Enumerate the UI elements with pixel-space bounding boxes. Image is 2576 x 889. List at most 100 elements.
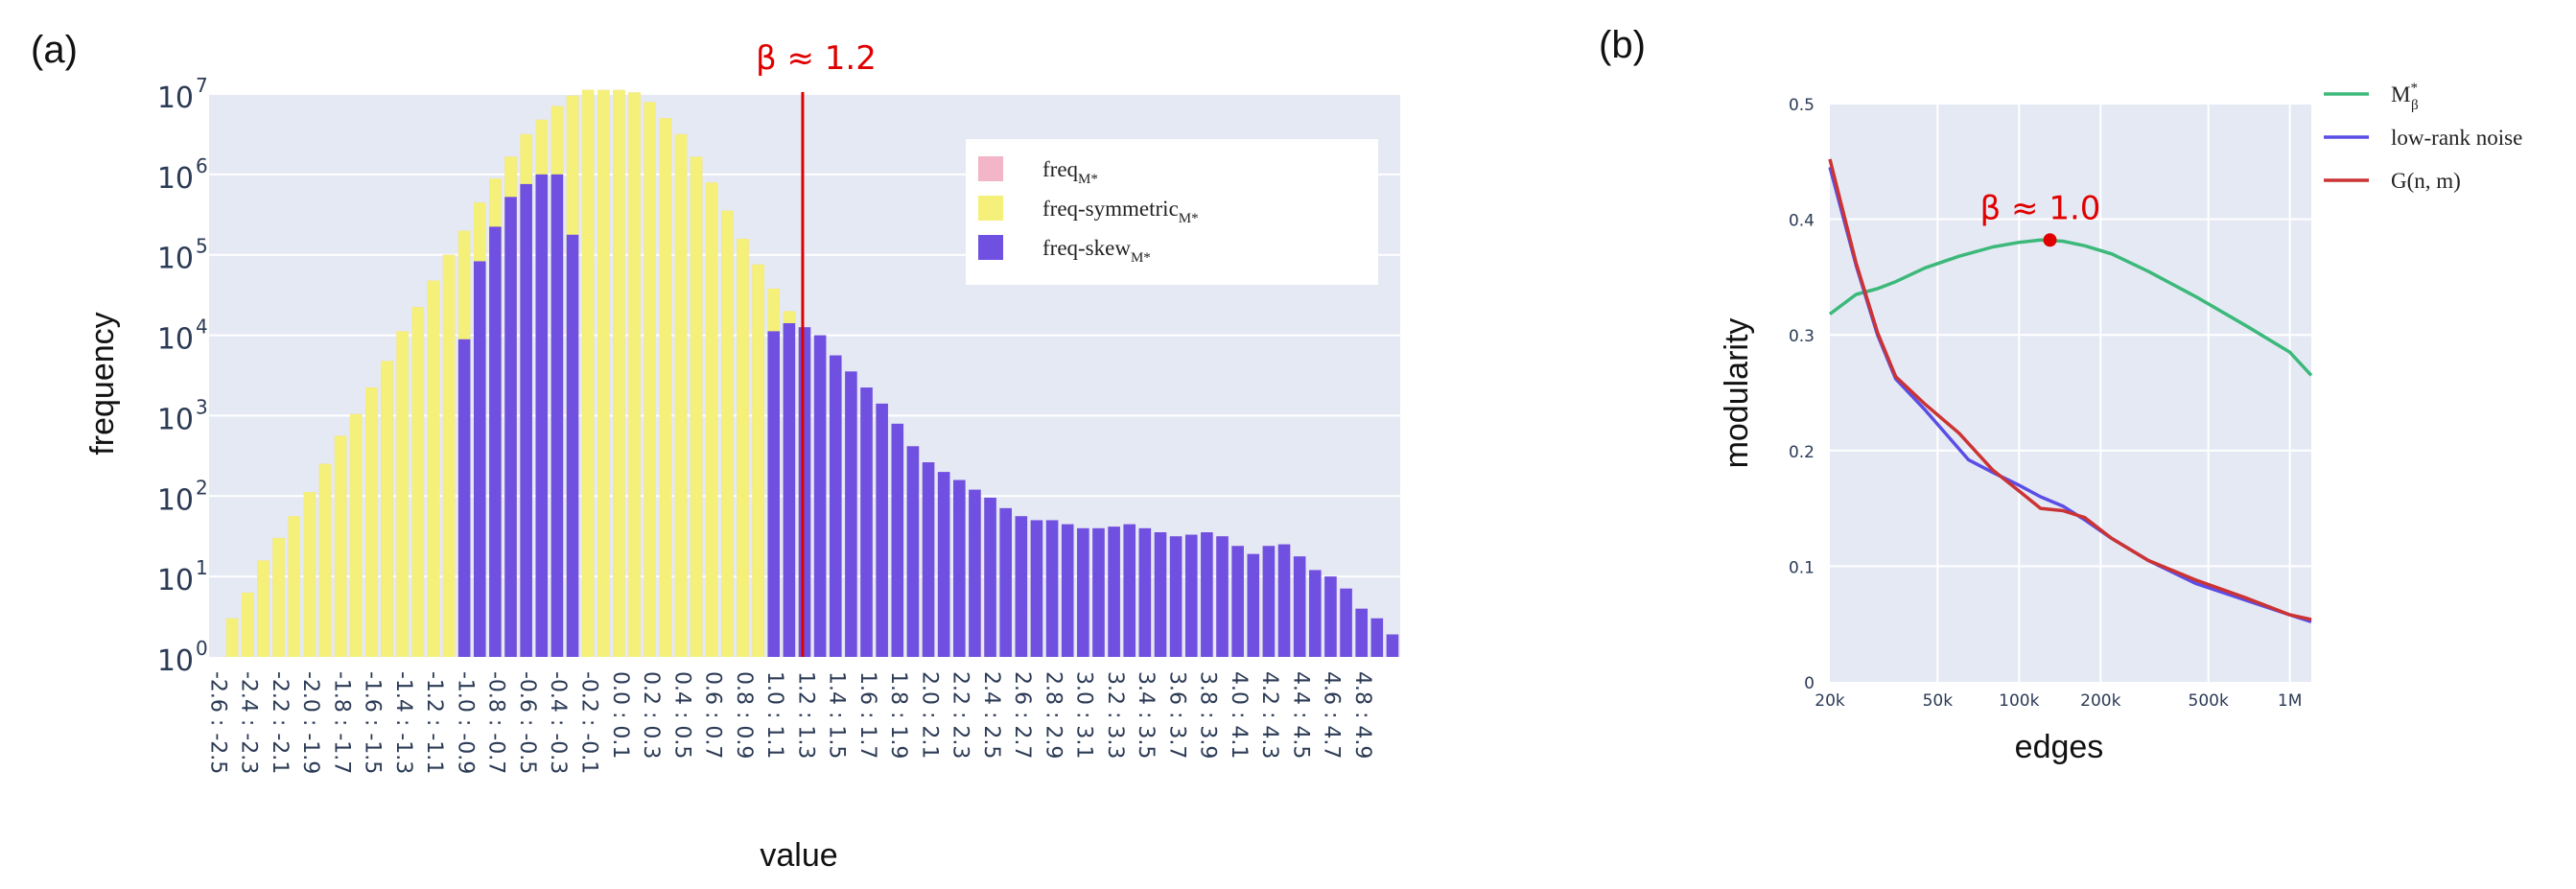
- panel-a-label: (a): [31, 29, 78, 71]
- bar-freq-symmetric-12: [396, 331, 409, 657]
- x-tick-label: 2.4 : 2.5: [979, 671, 1003, 759]
- x-tick-label: 1M: [2278, 691, 2302, 711]
- bar-freq-skew-50: [984, 497, 996, 657]
- x-tick-label: -2.6 : -2.5: [205, 671, 229, 774]
- bar-freq-skew-60: [1138, 527, 1152, 657]
- y-tick-exponent: 7: [196, 74, 208, 97]
- bar-freq-skew-74: [1355, 608, 1368, 657]
- bar-freq-skew-53: [1030, 520, 1043, 657]
- x-tick-label: -2.2 : -2.1: [268, 671, 292, 774]
- x-tick-label: 0.6 : 0.7: [701, 671, 725, 759]
- bar-freq-symmetric-28: [644, 102, 656, 657]
- plot-b-annotation: β ≈ 1.0: [1980, 189, 2100, 247]
- y-tick-label: 0.3: [1789, 327, 1815, 346]
- plot-b-x-ticks: 20k 50k 100k 200k 500k 1M: [1815, 691, 2302, 711]
- bar-freq-skew-19: [504, 197, 517, 657]
- x-tick-label: 1.8 : 1.9: [886, 671, 910, 759]
- x-tick-label: 0.8 : 0.9: [732, 671, 756, 759]
- legend-label-sub: β: [2411, 98, 2419, 113]
- bar-freq-symmetric-5: [288, 516, 301, 657]
- x-tick-label: 3.4 : 3.5: [1134, 671, 1158, 759]
- bar-freq-skew-43: [876, 403, 888, 657]
- plot-b-y-ticks: 0 0.1 0.2 0.3 0.4 0.5: [1789, 96, 1815, 693]
- plot-a-bars: [225, 89, 1399, 658]
- y-tick-exponent: 5: [196, 235, 208, 258]
- x-tick-label: -0.2 : -0.1: [576, 671, 600, 774]
- bar-freq-skew-64: [1201, 532, 1213, 657]
- bar-freq-symmetric-14: [427, 280, 440, 657]
- bar-freq-skew-55: [1061, 524, 1074, 657]
- series-freq-skew: [457, 174, 1399, 658]
- bar-freq-skew-37: [783, 322, 796, 657]
- bar-freq-skew-46: [922, 462, 935, 657]
- x-tick-label: 4.4 : 4.5: [1288, 671, 1312, 759]
- y-tick-label: 10: [157, 82, 194, 115]
- x-tick-label: -2.0 : -1.9: [298, 671, 322, 774]
- bar-freq-skew-23: [566, 234, 579, 657]
- beta-vline-label: β ≈ 1.2: [756, 39, 877, 78]
- legend-label-sub: M*: [1131, 250, 1151, 266]
- y-tick-label: 10: [157, 564, 194, 597]
- x-tick-label: -1.8 : -1.7: [329, 671, 353, 774]
- bar-freq-symmetric-13: [411, 307, 425, 657]
- bar-freq-skew-57: [1092, 527, 1105, 657]
- bar-freq-skew-54: [1045, 520, 1059, 657]
- y-tick-label: 10: [157, 162, 194, 196]
- bar-freq-symmetric-11: [381, 361, 393, 657]
- x-tick-label: 3.8 : 3.9: [1196, 671, 1220, 759]
- bar-freq-skew-70: [1293, 556, 1306, 657]
- x-tick-label: 500k: [2189, 691, 2229, 711]
- x-tick-label: -0.6 : -0.5: [515, 671, 539, 774]
- bar-freq-symmetric-3: [257, 560, 269, 657]
- y-tick-label: 0.4: [1789, 212, 1815, 231]
- line-series-0: [1828, 238, 2313, 377]
- x-tick-label: 0.4 : 0.5: [669, 671, 693, 759]
- bar-freq-skew-44: [891, 423, 904, 657]
- y-tick-exponent: 2: [196, 476, 208, 499]
- bar-freq-symmetric-7: [318, 463, 332, 657]
- bar-freq-skew-39: [813, 335, 827, 657]
- plot-a-ylabel: frequency: [84, 312, 121, 455]
- x-tick-label: -1.4 : -1.3: [391, 671, 415, 774]
- plot-a-xlabel: value: [760, 837, 837, 874]
- x-tick-label: 2.0 : 2.1: [917, 671, 941, 759]
- x-tick-label: -1.0 : -0.9: [453, 671, 477, 774]
- line-series-2: [1828, 158, 2312, 621]
- plot-b-ylabel: modularity: [1719, 318, 1755, 469]
- x-tick-label: 3.6 : 3.7: [1164, 671, 1188, 759]
- x-tick-label: 20k: [1815, 691, 1845, 711]
- x-tick-label: -0.8 : -0.7: [484, 671, 508, 774]
- legend-swatch-1: [978, 196, 1003, 221]
- bar-freq-symmetric-25: [597, 89, 610, 658]
- bar-freq-skew-73: [1340, 588, 1352, 657]
- bar-freq-symmetric-35: [752, 264, 764, 657]
- bar-freq-skew-21: [535, 174, 549, 657]
- x-tick-label: 4.0 : 4.1: [1227, 671, 1251, 759]
- bar-freq-symmetric-9: [349, 413, 363, 657]
- beta-marker: [2043, 233, 2057, 247]
- legend-label-sub: M*: [1078, 172, 1098, 187]
- bar-freq-skew-47: [937, 472, 950, 657]
- x-tick-label: 1.0 : 1.1: [762, 671, 786, 759]
- plot-a-legend: freqM*freq-symmetricM*freq-skewM*: [966, 139, 1378, 285]
- x-tick-label: 0.0 : 0.1: [608, 671, 632, 759]
- bar-freq-symmetric-10: [365, 387, 378, 657]
- bar-freq-skew-18: [489, 226, 502, 657]
- y-tick-label: 10: [157, 644, 194, 678]
- x-tick-label: 0.2 : 0.3: [639, 671, 663, 759]
- bar-freq-skew-62: [1169, 536, 1183, 657]
- x-tick-label: 4.2 : 4.3: [1257, 671, 1281, 759]
- bar-freq-symmetric-31: [690, 156, 703, 657]
- bar-freq-symmetric-33: [721, 210, 734, 658]
- bar-freq-symmetric-2: [242, 592, 254, 657]
- legend-box: [966, 139, 1378, 285]
- bar-freq-skew-16: [457, 339, 471, 657]
- bar-freq-symmetric-34: [737, 238, 749, 657]
- y-tick-label: 10: [157, 483, 194, 517]
- bar-freq-symmetric-1: [225, 618, 239, 657]
- y-tick-exponent: 0: [196, 637, 208, 660]
- x-tick-label: 4.8 : 4.9: [1350, 671, 1374, 759]
